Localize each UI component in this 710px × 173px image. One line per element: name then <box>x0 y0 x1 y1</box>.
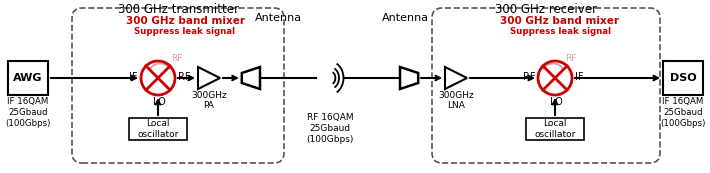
Text: RF: RF <box>565 54 577 63</box>
Text: 300GHz
LNA: 300GHz LNA <box>438 91 474 110</box>
Text: RF: RF <box>172 54 183 63</box>
Text: 300 GHz band mixer: 300 GHz band mixer <box>501 16 620 26</box>
Text: Antenna: Antenna <box>381 13 429 23</box>
Text: Suppress leak signal: Suppress leak signal <box>134 27 236 36</box>
Text: Suppress leak signal: Suppress leak signal <box>510 27 611 36</box>
Bar <box>129 118 187 140</box>
Polygon shape <box>400 67 418 89</box>
Bar <box>663 61 703 95</box>
Text: IF: IF <box>575 72 584 82</box>
Text: 300 GHz band mixer: 300 GHz band mixer <box>126 16 244 26</box>
Polygon shape <box>242 67 260 89</box>
Text: DSO: DSO <box>670 73 697 83</box>
Text: RF: RF <box>178 72 190 82</box>
Text: RF: RF <box>523 72 535 82</box>
Text: IF 16QAM
25Gbaud
(100Gbps): IF 16QAM 25Gbaud (100Gbps) <box>660 97 706 128</box>
Text: 300 GHz transmitter: 300 GHz transmitter <box>117 3 239 16</box>
Text: IF: IF <box>129 72 138 82</box>
Text: AWG: AWG <box>13 73 43 83</box>
Text: 300GHz
PA: 300GHz PA <box>191 91 227 110</box>
Text: LO: LO <box>550 97 562 107</box>
Bar <box>8 61 48 95</box>
Text: RF 16QAM
25Gbaud
(100Gbps): RF 16QAM 25Gbaud (100Gbps) <box>306 113 354 144</box>
Text: Local
oscillator: Local oscillator <box>137 119 179 139</box>
Text: Antenna: Antenna <box>254 13 302 23</box>
Text: Local
oscillator: Local oscillator <box>535 119 576 139</box>
Bar <box>526 118 584 140</box>
Text: 300 GHz receiver: 300 GHz receiver <box>495 3 597 16</box>
Text: LO: LO <box>153 97 165 107</box>
Text: IF 16QAM
25Gbaud
(100Gbps): IF 16QAM 25Gbaud (100Gbps) <box>5 97 50 128</box>
Polygon shape <box>198 67 220 89</box>
Polygon shape <box>445 67 467 89</box>
